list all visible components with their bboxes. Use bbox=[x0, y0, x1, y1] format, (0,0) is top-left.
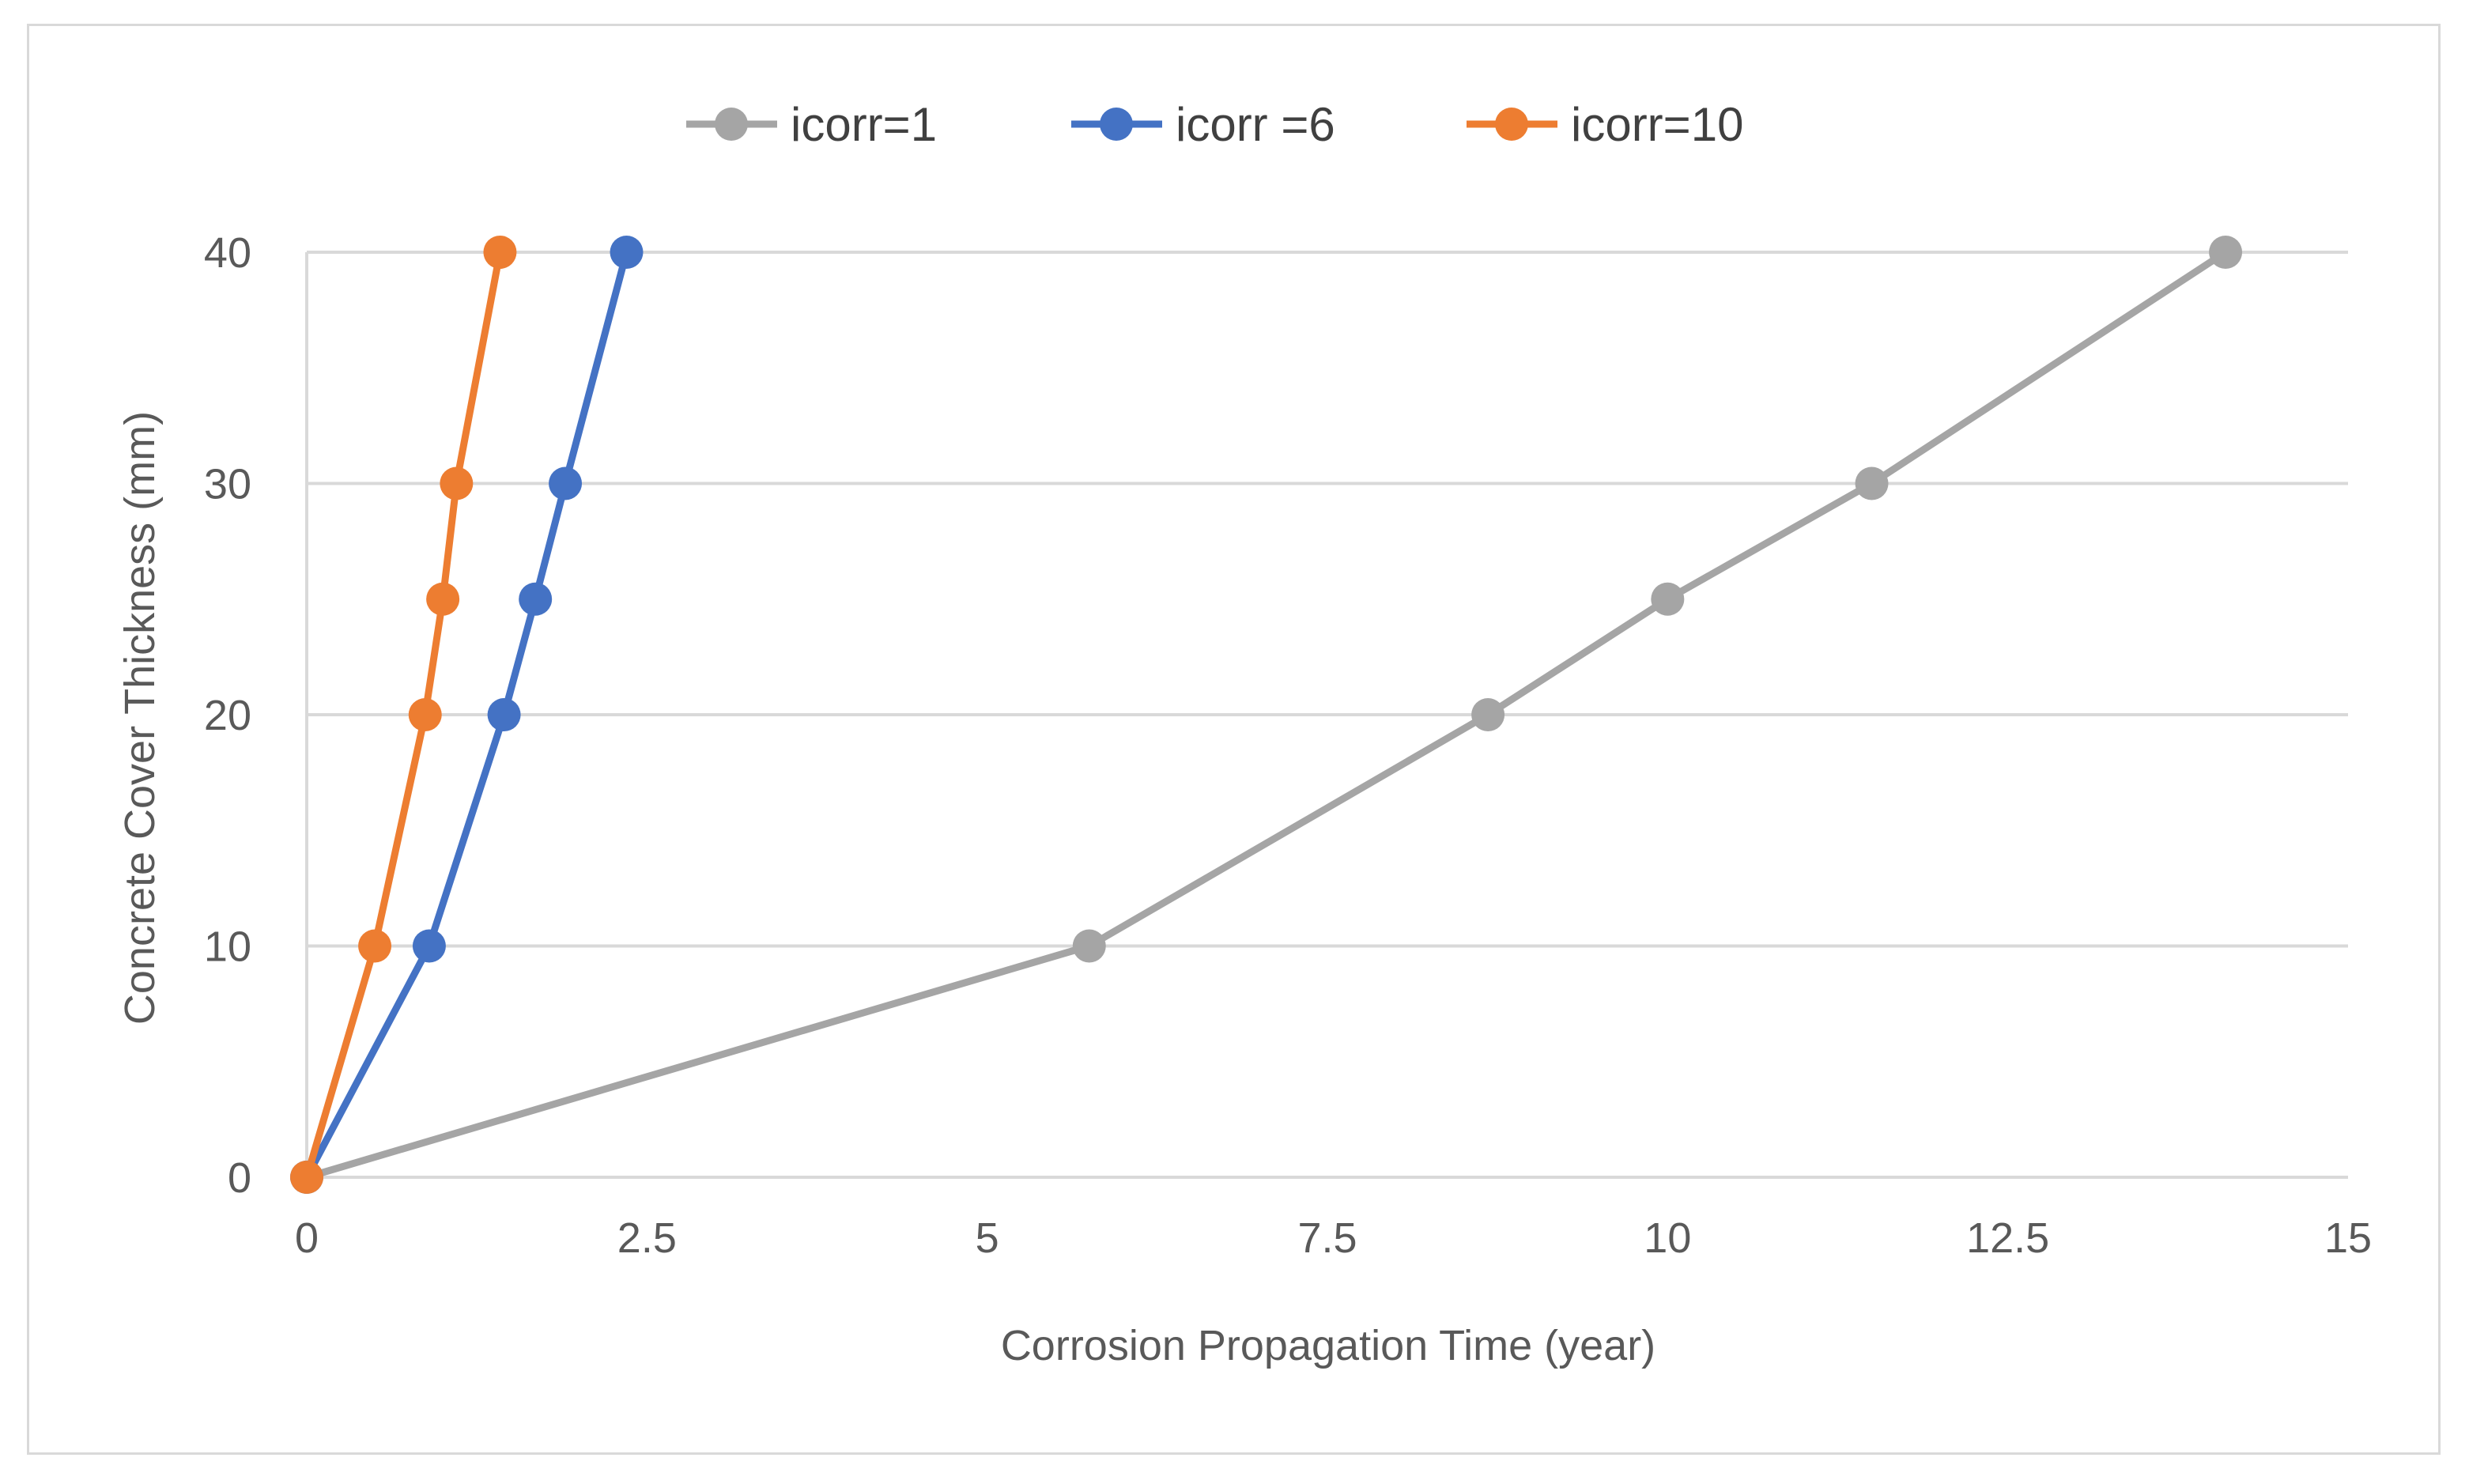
legend-label-1: icorr =6 bbox=[1176, 98, 1335, 151]
data-point-s2-1 bbox=[358, 929, 392, 963]
y-tick-label: 30 bbox=[204, 461, 251, 508]
y-tick-label: 10 bbox=[204, 923, 251, 971]
x-tick-label: 15 bbox=[2324, 1214, 2372, 1262]
legend-label-2: icorr=10 bbox=[1571, 98, 1743, 151]
data-point-s1-3 bbox=[519, 582, 553, 616]
data-point-s2-3 bbox=[426, 582, 460, 616]
data-point-s1-2 bbox=[487, 698, 521, 731]
data-point-s0-3 bbox=[1651, 582, 1685, 616]
y-axis-title: Concrete Cover Thickness (mm) bbox=[116, 411, 164, 1025]
series-points bbox=[290, 236, 2243, 1194]
data-point-s0-5 bbox=[2209, 236, 2243, 269]
data-point-s0-4 bbox=[1855, 466, 1889, 500]
data-point-s1-4 bbox=[549, 466, 583, 500]
series-line-0 bbox=[303, 248, 2229, 1181]
x-axis-title: Corrosion Propagation Time (year) bbox=[1001, 1322, 1655, 1369]
data-point-s1-1 bbox=[412, 929, 446, 963]
gridlines bbox=[307, 251, 2348, 948]
x-tick-label: 10 bbox=[1644, 1214, 1691, 1262]
series-lines bbox=[303, 248, 2229, 1181]
x-tick-label: 7.5 bbox=[1297, 1214, 1357, 1262]
series-line-1 bbox=[303, 248, 631, 1181]
x-tick-label: 2.5 bbox=[617, 1214, 677, 1262]
legend: icorr=1 icorr =6 icorr=10 bbox=[686, 98, 1743, 151]
axes bbox=[305, 252, 2348, 1179]
data-point-s0-1 bbox=[1072, 929, 1106, 963]
x-tick-label: 5 bbox=[976, 1214, 999, 1262]
x-axis-tick-labels: 0 2.5 5 7.5 10 12.5 15 bbox=[295, 1214, 2372, 1262]
legend-marker-2 bbox=[1495, 108, 1528, 141]
data-point-s1-5 bbox=[610, 236, 644, 269]
data-point-s2-0 bbox=[290, 1161, 323, 1194]
x-tick-label: 12.5 bbox=[1966, 1214, 2049, 1262]
data-point-s2-5 bbox=[483, 236, 517, 269]
legend-label-0: icorr=1 bbox=[791, 98, 937, 151]
data-point-s2-2 bbox=[408, 698, 442, 731]
y-tick-label: 40 bbox=[204, 229, 251, 277]
data-point-s0-2 bbox=[1471, 698, 1505, 731]
legend-marker-0 bbox=[715, 108, 748, 141]
x-tick-label: 0 bbox=[295, 1214, 319, 1262]
y-tick-label: 20 bbox=[204, 692, 251, 739]
data-point-s2-4 bbox=[440, 466, 474, 500]
y-tick-label: 0 bbox=[228, 1154, 251, 1202]
chart-area bbox=[27, 24, 2441, 1455]
series-line-2 bbox=[303, 248, 504, 1181]
legend-marker-1 bbox=[1100, 108, 1133, 141]
y-axis-tick-labels: 0 10 20 30 40 bbox=[204, 229, 251, 1202]
